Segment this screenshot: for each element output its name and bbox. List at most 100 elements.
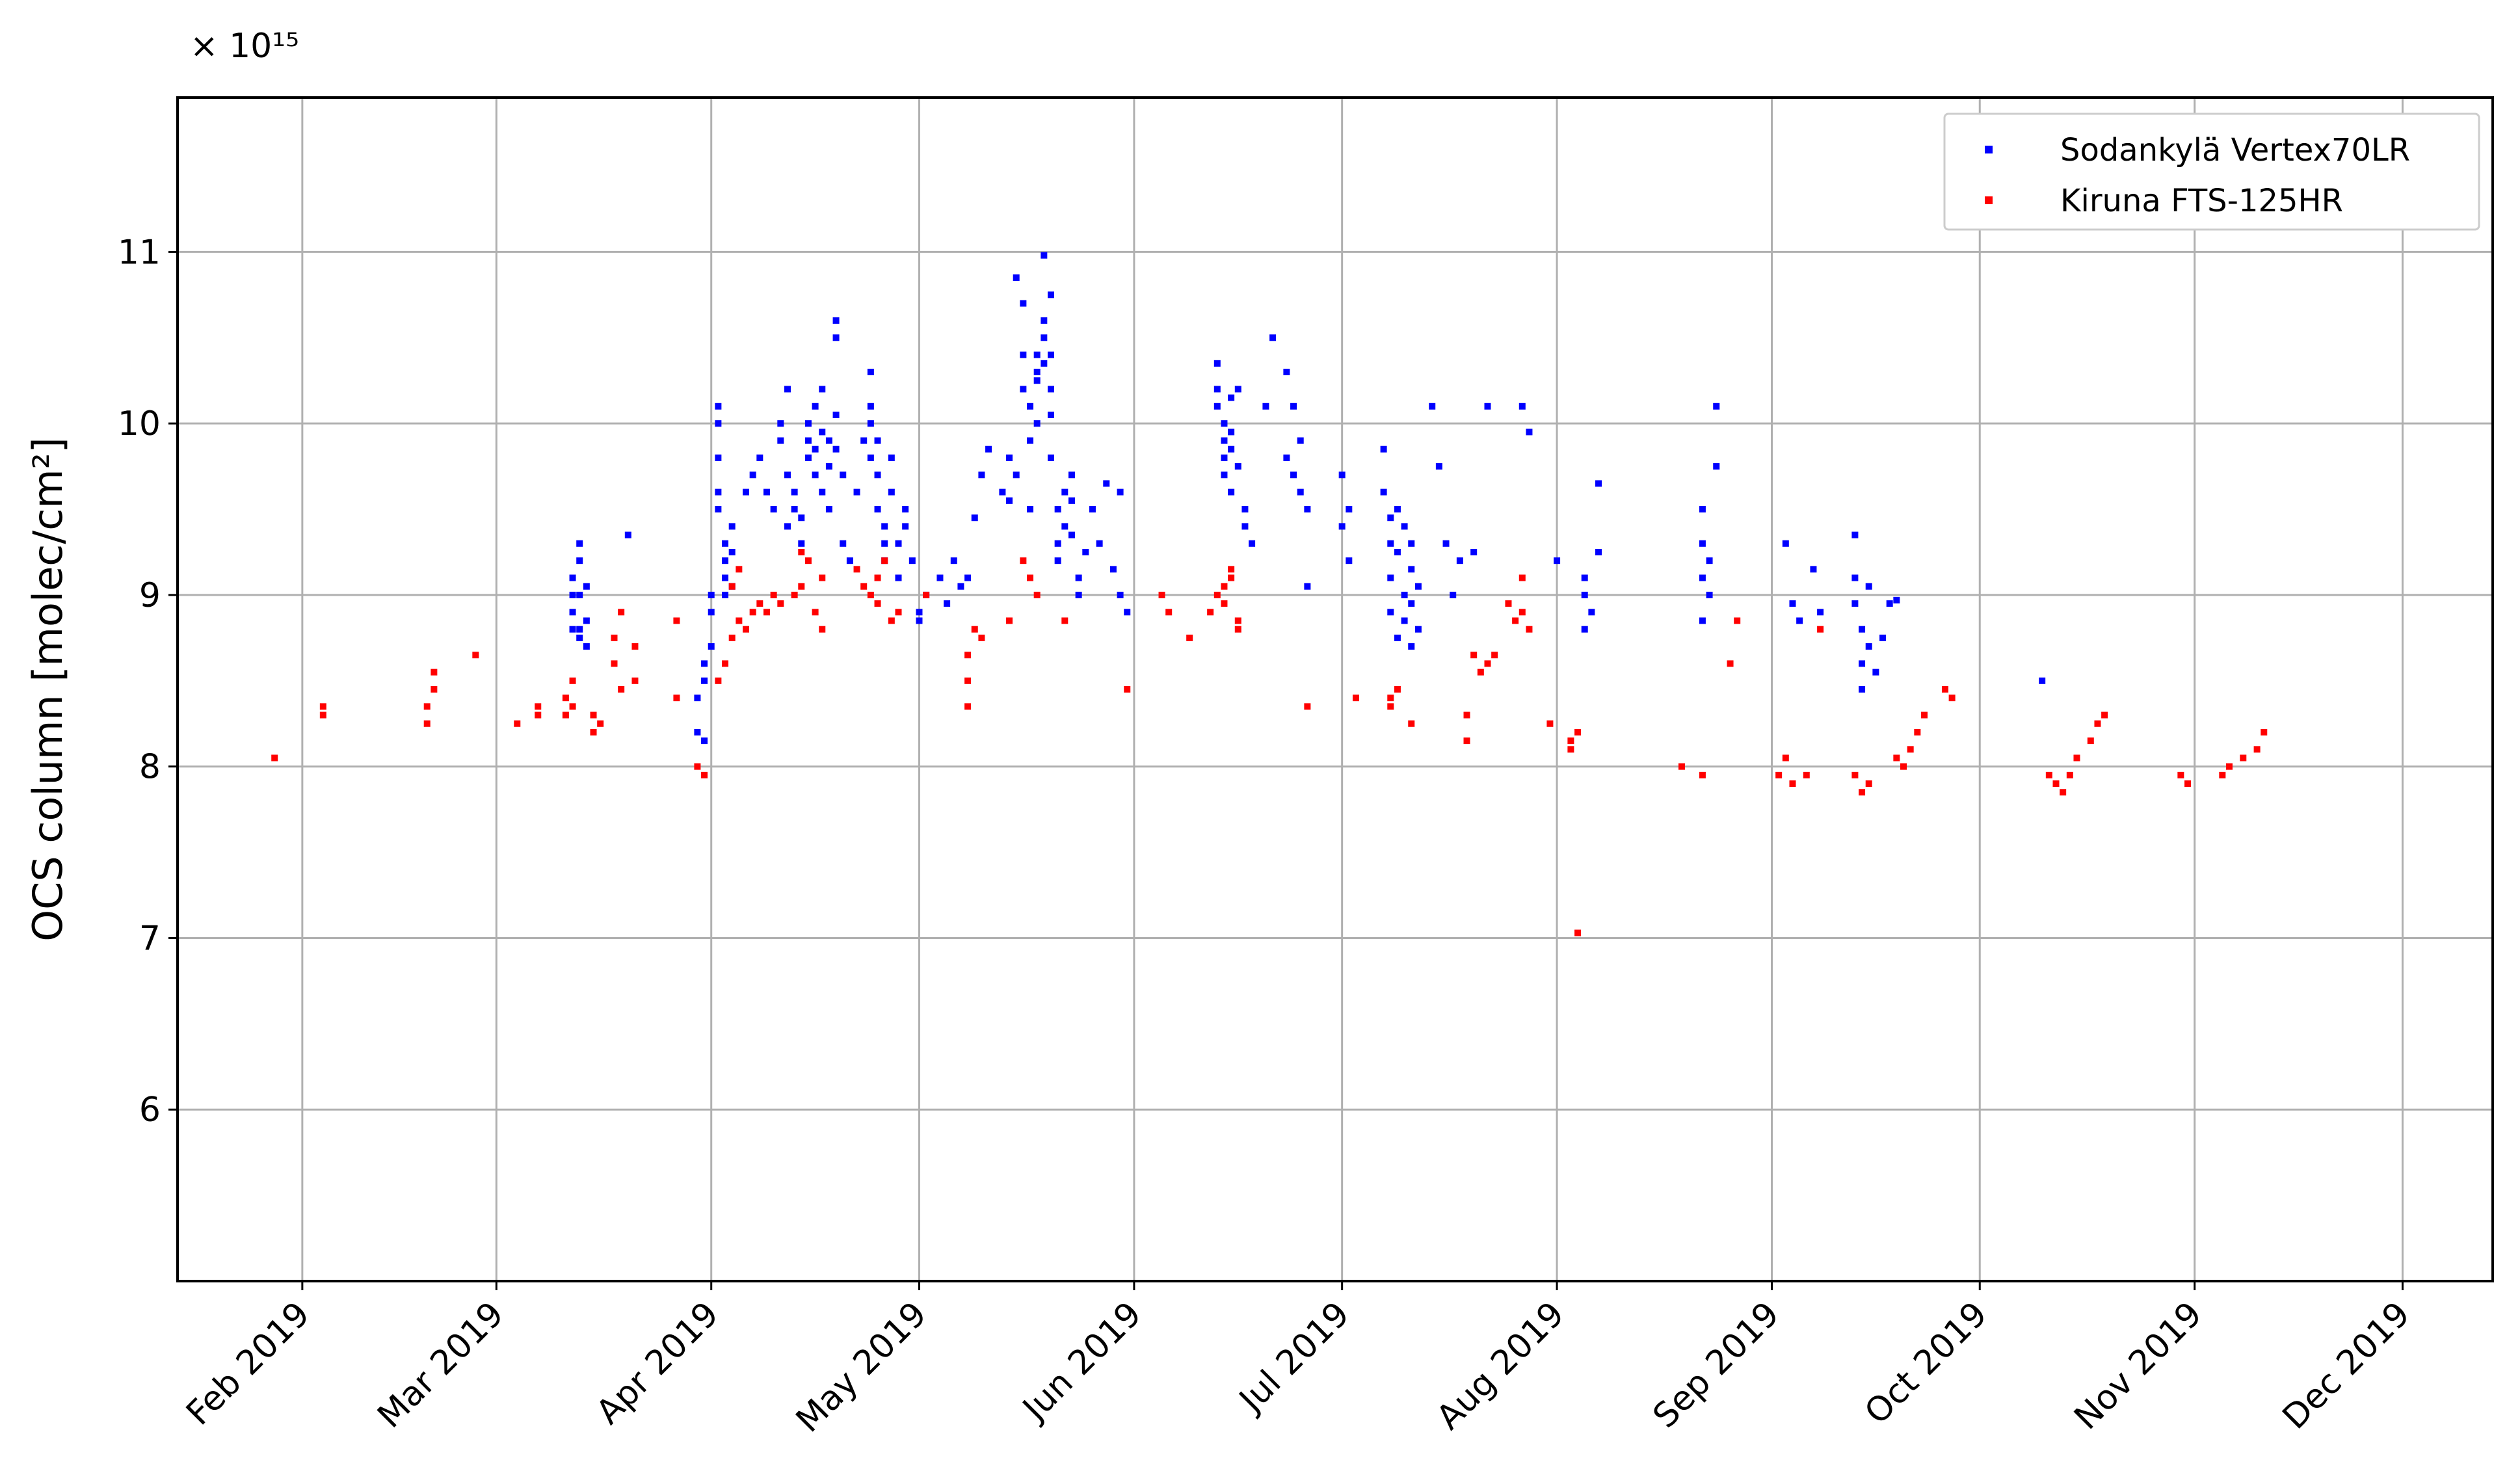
y-axis-ticks: 6 7 8 9 10 11 [118,233,178,1130]
data-point [1006,497,1013,504]
data-point [1221,420,1228,427]
data-point [1851,771,1859,778]
data-point [964,652,972,659]
data-point [1865,780,1872,788]
data-point [832,445,840,453]
data-point [812,471,819,479]
data-point [1290,403,1297,410]
data-point [1408,566,1415,573]
data-point [1033,377,1041,384]
data-point [1484,403,1491,410]
data-point [1699,540,1706,547]
data-point [1817,626,1824,633]
data-point [812,445,819,453]
data-point [1859,626,1866,633]
data-point [1020,351,1027,358]
data-point [1435,463,1442,470]
data-point [964,703,972,710]
data-point [2177,771,2184,778]
data-point [1470,548,1478,555]
data-point [2094,720,2101,727]
data-point [840,471,847,479]
data-point [2219,771,2226,778]
data-point [1727,660,1734,667]
data-point [1713,403,1720,410]
data-point [1380,445,1387,453]
data-point [1893,754,1900,762]
data-point [2066,771,2073,778]
data-point [1346,506,1353,513]
data-point [1283,369,1290,376]
data-point [2253,746,2261,753]
y-tick-label: 6 [139,1091,161,1130]
data-point [535,703,542,710]
legend-marker [1985,196,1993,204]
legend-marker [1985,146,1993,153]
data-point [1186,634,1193,641]
data-point [631,643,639,650]
data-point [1013,274,1020,281]
data-point [576,626,583,633]
data-point [874,471,881,479]
data-point [1047,454,1054,461]
data-point [597,720,604,727]
data-point [867,591,874,598]
data-point [971,514,978,522]
data-point [999,488,1006,496]
data-point [840,540,847,547]
data-point [916,609,923,616]
data-point [590,728,597,735]
data-point [1380,488,1387,496]
data-point [1027,506,1034,513]
data-point [888,454,895,461]
data-point [832,411,840,418]
data-point [431,686,438,693]
data-point [1512,617,1519,624]
data-point [1283,454,1290,461]
data-points [271,252,2268,936]
data-point [569,703,576,710]
data-point [743,488,750,496]
data-point [812,403,819,410]
data-point [1214,591,1221,598]
data-point [784,523,791,530]
data-point [1047,351,1054,358]
data-point [1775,771,1783,778]
data-point [867,454,874,461]
data-point [1484,660,1491,667]
data-point [1914,728,1921,735]
data-point [964,574,972,581]
data-point [618,686,625,693]
data-point [631,677,639,684]
data-point [1047,386,1054,393]
data-point [472,652,479,659]
data-point [832,334,840,341]
data-point [1567,746,1574,753]
data-point [1207,609,1214,616]
data-point [1865,583,1872,590]
data-point [1463,711,1470,719]
data-point [1068,497,1075,504]
data-point [1075,591,1082,598]
data-point [1408,720,1415,727]
data-point [618,609,625,616]
data-point [909,557,916,564]
data-point [1027,403,1034,410]
data-point [514,720,521,727]
data-point [874,506,881,513]
data-point [1706,591,1713,598]
data-point [736,617,743,624]
data-point [1859,789,1866,796]
data-point [1214,386,1221,393]
data-point [576,557,583,564]
data-point [874,574,881,581]
data-point [722,540,729,547]
data-point [985,445,992,453]
data-point [804,557,812,564]
data-point [1054,506,1061,513]
data-point [1290,471,1297,479]
data-point [1214,403,1221,410]
y-axis-label: OCS column [molec/cm²] [24,437,72,941]
data-point [1859,660,1866,667]
data-point [2225,763,2233,770]
